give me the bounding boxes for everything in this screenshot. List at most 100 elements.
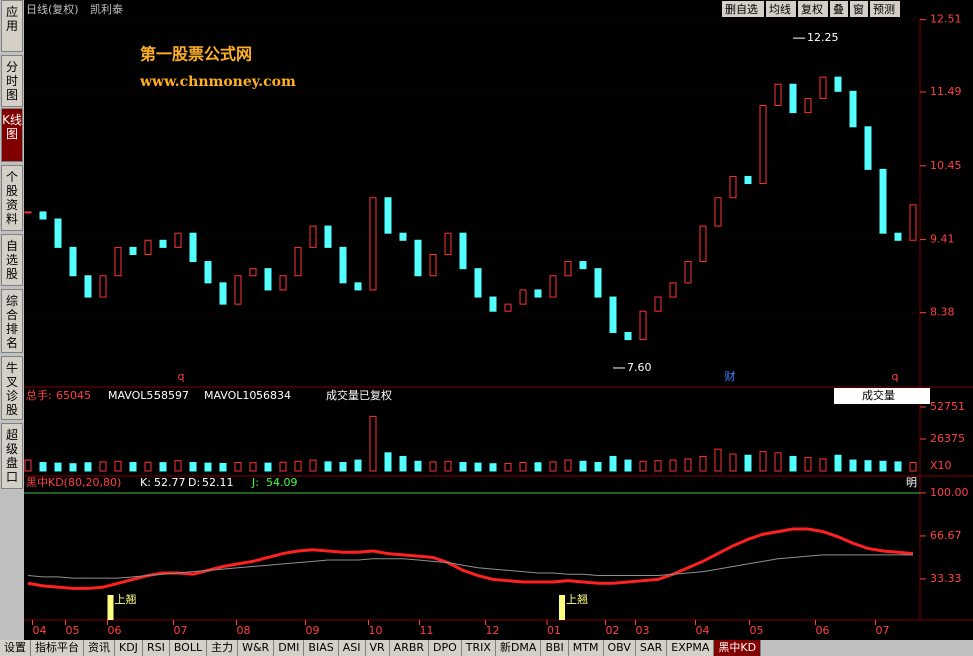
toolbar-button-label[interactable]: 预测 [873, 3, 895, 16]
indicator-tab[interactable]: BOLL [169, 640, 208, 656]
mavol5-label: MAVOL5: [108, 389, 157, 402]
toolbar-button-label[interactable]: 窗 [853, 2, 864, 16]
indicator-tab[interactable]: OBV [603, 640, 636, 656]
signal-label: 上翘 [115, 593, 137, 606]
period: 日线(复权) [26, 2, 79, 16]
side-tab[interactable]: 综合排名 [1, 289, 23, 353]
low-label: 7.60 [627, 361, 652, 374]
volume-bar [894, 461, 902, 472]
side-tab[interactable]: 分时图 [1, 55, 23, 107]
candle [669, 282, 677, 298]
toolbar-button[interactable] [722, 1, 764, 17]
side-tab[interactable]: 牛叉诊股 [1, 356, 23, 420]
indicator-tab[interactable]: 主力 [207, 640, 239, 656]
indicator-tab[interactable]: 资讯 [84, 640, 115, 656]
toolbar-button-label[interactable]: 叠 [833, 3, 844, 16]
indicator-tab[interactable]: 黑中KD [714, 640, 762, 656]
volume-bar [729, 453, 737, 472]
toolbar-button-label[interactable]: 均线 [769, 2, 791, 16]
toolbar-button[interactable] [850, 1, 868, 17]
event-marker: q [178, 370, 185, 383]
indicator-tab[interactable]: 指标平台 [31, 640, 84, 656]
x-tick-label: 08 [237, 624, 251, 637]
candle [564, 261, 572, 277]
candle [84, 275, 92, 298]
indicator-tab[interactable]: BIAS [304, 640, 339, 656]
side-tab[interactable]: 自选股 [1, 234, 23, 286]
indicator-tab[interactable]: DPO [429, 640, 462, 656]
sidebar: 应用分时图 K线图个股资料自选股综合排名牛叉诊股超级盘口 [0, 0, 24, 640]
indicator-tab[interactable]: 新DMA [495, 640, 542, 656]
event-marker: 财 [725, 369, 736, 383]
candle [414, 239, 422, 277]
indicator-tab[interactable]: RSI [142, 640, 170, 656]
kd-name: 黑中KD(80,20,80) [26, 476, 121, 489]
toolbar-button[interactable] [870, 1, 900, 17]
indicator-tab[interactable]: DMI [274, 640, 305, 656]
side-tab[interactable]: 超级盘口 [1, 423, 23, 489]
candle [804, 97, 812, 114]
indicator-tab[interactable]: ASI [338, 640, 366, 656]
candle [129, 246, 137, 255]
x-tick-label: 03 [636, 624, 650, 637]
volume-bar [294, 460, 302, 472]
candle [624, 332, 632, 341]
side-tab[interactable]: K线图 [1, 108, 23, 162]
stock-name: 凯利泰 [90, 2, 123, 16]
x-tick-label: 02 [606, 624, 620, 637]
indicator-tab[interactable]: EXPMA [667, 640, 715, 656]
k-value: 52.77 [154, 476, 186, 489]
toolbar-button[interactable] [798, 1, 828, 17]
x-tick-label: 11 [420, 624, 434, 637]
x-tick-label: 07 [876, 624, 890, 637]
x-tick-label: 04 [696, 624, 710, 637]
volume-bar [309, 459, 317, 472]
toolbar-button[interactable] [766, 1, 796, 17]
candle [519, 289, 527, 305]
candle [879, 168, 887, 234]
y-tick-label: 52751 [930, 400, 965, 413]
side-tab[interactable]: 应用 [1, 0, 23, 52]
indicator-tab[interactable]: 设置 [0, 640, 31, 656]
side-tab[interactable]: 个股资料 [1, 165, 23, 231]
vol-total-label: 总手: [26, 388, 52, 402]
mavol5: 58597 [154, 389, 189, 402]
toolbar-button-label[interactable]: 删自选 [725, 3, 758, 16]
indicator-tab[interactable]: SAR [635, 640, 668, 656]
indicator-select-label[interactable]: 成交量 [862, 388, 895, 402]
x-tick-label: 05 [750, 624, 764, 637]
indicator-tab[interactable]: KDJ [115, 640, 143, 656]
volume-bar [849, 459, 857, 472]
y-tick-label: 26375 [930, 432, 965, 445]
vol-total: 65045 [56, 389, 91, 402]
x-tick-label: 04 [33, 624, 47, 637]
toolbar-button[interactable] [830, 1, 848, 17]
toolbar-button-label[interactable]: 复权 [801, 2, 823, 16]
volume-bar [579, 460, 587, 472]
indicator-tab[interactable]: VR [365, 640, 390, 656]
indicator-tab[interactable]: MTM [568, 640, 604, 656]
volume-bar [144, 461, 152, 472]
indicator-tab[interactable]: ARBR [389, 640, 430, 656]
candle [579, 261, 587, 270]
volume-bar [444, 460, 452, 472]
indicator-select[interactable] [834, 388, 930, 404]
indicator-tab[interactable]: BBI [541, 640, 569, 656]
volume-bar [399, 455, 407, 472]
candle [279, 275, 287, 291]
volume-bar [804, 457, 812, 472]
candle [534, 289, 542, 298]
volume-bar [504, 462, 512, 472]
y-tick-label: 10.45 [930, 159, 962, 172]
signal-label: 上翘 [566, 593, 588, 606]
volume-bar [114, 460, 122, 472]
candle [459, 232, 467, 270]
volume-bar [714, 448, 722, 472]
volume-bar [369, 415, 377, 472]
indicator-tab[interactable]: W&R [238, 640, 275, 656]
volume-bar [594, 462, 602, 472]
candle [204, 261, 212, 284]
indicator-tab[interactable]: TRIX [461, 640, 496, 656]
candle [309, 225, 317, 248]
